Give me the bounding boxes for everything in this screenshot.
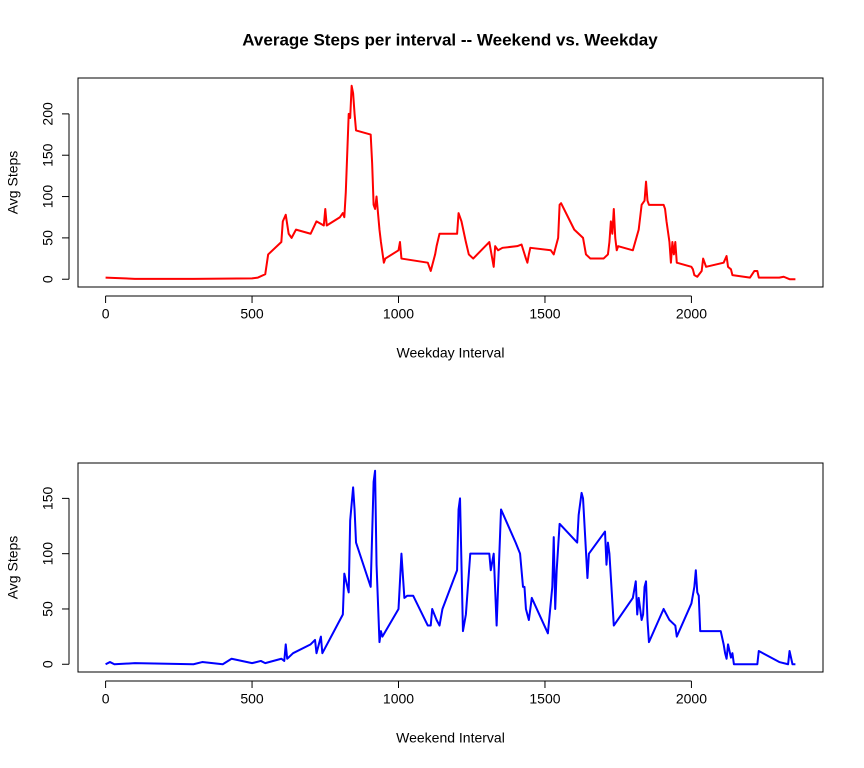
x-tick-label: 2000 bbox=[676, 306, 707, 322]
x-axis-label: Weekday Interval bbox=[397, 345, 505, 361]
x-tick-label: 500 bbox=[240, 691, 264, 707]
x-tick-label: 2000 bbox=[676, 691, 707, 707]
x-tick-label: 1000 bbox=[383, 306, 414, 322]
x-tick-label: 0 bbox=[102, 691, 110, 707]
x-tick-label: 500 bbox=[240, 306, 264, 322]
y-tick-label: 50 bbox=[40, 601, 56, 617]
chart-title: Average Steps per interval -- Weekend vs… bbox=[242, 30, 658, 49]
data-line bbox=[105, 84, 796, 281]
y-tick-label: 100 bbox=[40, 185, 56, 209]
y-tick-label: 0 bbox=[40, 275, 56, 283]
y-tick-label: 150 bbox=[40, 486, 56, 510]
data-line bbox=[105, 469, 796, 666]
x-tick-label: 0 bbox=[102, 306, 110, 322]
x-tick-label: 1000 bbox=[383, 691, 414, 707]
y-tick-label: 100 bbox=[40, 542, 56, 566]
x-tick-label: 1500 bbox=[529, 691, 560, 707]
x-axis-label: Weekend Interval bbox=[396, 730, 505, 746]
y-tick-label: 50 bbox=[40, 230, 56, 246]
y-tick-label: 200 bbox=[40, 102, 56, 126]
x-tick-label: 1500 bbox=[529, 306, 560, 322]
y-axis-label: Avg Steps bbox=[5, 151, 21, 215]
y-tick-label: 150 bbox=[40, 143, 56, 167]
plot-frame bbox=[77, 77, 824, 288]
y-tick-label: 0 bbox=[40, 660, 56, 668]
y-axis-label: Avg Steps bbox=[5, 536, 21, 600]
plot-frame bbox=[77, 462, 824, 673]
